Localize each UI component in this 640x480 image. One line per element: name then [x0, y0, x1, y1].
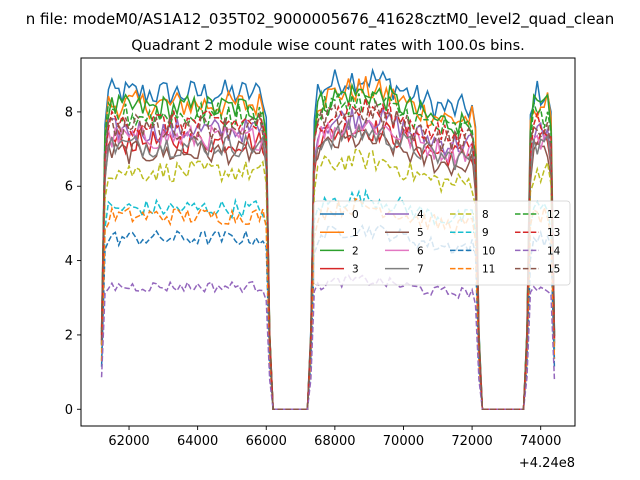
- legend-label-6: 6: [417, 245, 424, 257]
- x-tick-label: 66000: [246, 434, 287, 449]
- x-tick-label: 64000: [177, 434, 218, 449]
- y-tick-label: 2: [65, 328, 73, 343]
- plot-area-frame: [80, 57, 576, 427]
- x-tick-label: 62000: [108, 434, 149, 449]
- y-tick-label: 6: [65, 180, 73, 195]
- legend-label-9: 9: [482, 227, 489, 239]
- legend-label-13: 13: [547, 227, 560, 239]
- y-tick-label: 4: [65, 254, 73, 269]
- legend-label-7: 7: [417, 264, 424, 276]
- chart-title: Quadrant 2 module wise count rates with …: [131, 38, 525, 54]
- legend-label-3: 3: [352, 264, 359, 276]
- legend-label-2: 2: [352, 245, 359, 257]
- x-tick-label: 70000: [383, 434, 424, 449]
- legend-label-10: 10: [482, 245, 495, 257]
- legend-label-0: 0: [352, 209, 359, 221]
- figure-suptitle: n file: modeM0/AS1A12_035T02_9000005676_…: [26, 10, 615, 29]
- legend-label-15: 15: [547, 264, 560, 276]
- legend-label-5: 5: [417, 227, 424, 239]
- legend-label-8: 8: [482, 209, 489, 221]
- series-line-15: [100, 99, 556, 411]
- legend-label-1: 1: [352, 227, 359, 239]
- legend-frame: [313, 200, 571, 286]
- y-axis-ticks: 0 2 4 6 8: [65, 105, 81, 418]
- legend-label-12: 12: [547, 209, 560, 221]
- series-line-14: [100, 274, 556, 411]
- x-tick-label: 68000: [314, 434, 355, 449]
- legend-label-4: 4: [417, 209, 424, 221]
- x-axis-offset-label: +4.24e8: [519, 456, 575, 471]
- x-tick-label: 74000: [520, 434, 561, 449]
- x-tick-label: 72000: [451, 434, 492, 449]
- y-tick-label: 0: [65, 403, 73, 418]
- x-axis-ticks: 62000 64000 66000 68000 70000 72000 74000: [108, 426, 561, 449]
- y-tick-label: 8: [65, 105, 73, 120]
- legend-label-14: 14: [547, 245, 561, 257]
- legend-label-11: 11: [482, 264, 495, 276]
